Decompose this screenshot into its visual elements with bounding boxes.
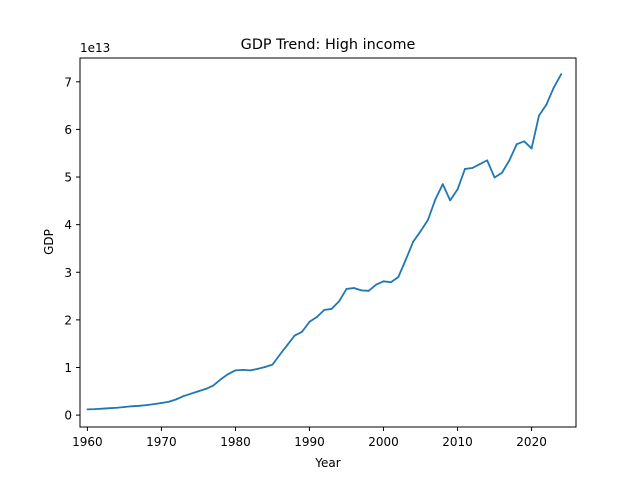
data-point <box>316 316 318 318</box>
data-point <box>441 183 444 186</box>
data-point <box>478 163 481 166</box>
y-tick-label: 3 <box>64 266 72 280</box>
data-point <box>345 288 348 290</box>
y-tick-label: 5 <box>64 171 72 185</box>
data-point <box>456 188 459 191</box>
x-tick-label: 1960 <box>72 435 103 449</box>
x-axis-label: Year <box>314 456 340 470</box>
data-point <box>427 218 429 221</box>
data-point <box>160 402 163 404</box>
data-point <box>404 258 407 261</box>
data-point <box>116 406 118 409</box>
data-point <box>552 86 555 89</box>
data-point <box>538 114 540 117</box>
chart-title: GDP Trend: High income <box>241 37 416 53</box>
data-point <box>323 308 326 311</box>
data-point <box>397 276 400 278</box>
data-point <box>227 373 229 376</box>
data-point <box>360 289 363 292</box>
data-point <box>204 388 207 390</box>
data-point <box>241 368 244 371</box>
data-point <box>212 384 215 387</box>
data-point <box>219 378 222 381</box>
data-point <box>338 300 340 303</box>
data-point <box>175 398 178 401</box>
data-point <box>367 289 370 292</box>
data-point <box>515 143 518 146</box>
data-point <box>353 287 355 289</box>
data-point <box>286 344 289 347</box>
x-tick-label: 2000 <box>368 435 399 449</box>
data-point <box>382 280 385 283</box>
data-point <box>493 176 496 179</box>
x-axis: 1960 1970 1980 1990 2000 2010 2020 <box>72 427 547 449</box>
y-tick-label: 2 <box>64 313 72 327</box>
data-point <box>501 171 503 174</box>
series-layer <box>86 73 563 411</box>
data-point <box>256 368 259 370</box>
data-point <box>130 405 133 408</box>
data-point <box>145 404 148 406</box>
data-point <box>182 395 185 397</box>
data-point <box>293 334 296 337</box>
data-point <box>93 408 96 411</box>
data-point <box>190 392 192 395</box>
plot-frame <box>79 57 577 428</box>
data-point <box>264 366 266 368</box>
data-point <box>108 407 111 410</box>
data-point <box>412 240 415 243</box>
y-tick-label: 4 <box>64 218 72 232</box>
data-point <box>530 147 533 150</box>
data-point <box>434 198 437 201</box>
y-tick-label: 0 <box>64 409 72 423</box>
data-point <box>234 369 237 372</box>
x-tick-label: 1980 <box>220 435 251 449</box>
data-point <box>278 353 281 356</box>
data-point <box>464 168 466 170</box>
data-point <box>153 403 155 406</box>
data-point <box>123 406 126 408</box>
data-point <box>138 404 141 407</box>
y-axis-label: GDP <box>42 229 56 255</box>
data-point <box>471 167 474 169</box>
data-point <box>86 408 89 411</box>
y-axis: 0 1 2 3 4 5 6 7 <box>64 75 80 423</box>
data-point <box>508 159 511 162</box>
data-point <box>375 283 378 286</box>
data-point <box>419 230 422 233</box>
data-point <box>249 369 252 372</box>
data-point <box>167 400 170 403</box>
y-tick-label: 7 <box>64 75 72 89</box>
y-scale-label: 1e13 <box>80 41 110 55</box>
data-point <box>271 363 274 366</box>
data-point <box>560 73 563 76</box>
y-tick-label: 6 <box>64 123 72 137</box>
data-point <box>330 308 333 310</box>
data-point <box>545 103 548 106</box>
data-point <box>449 199 452 202</box>
data-point <box>523 140 526 143</box>
data-point <box>390 281 392 284</box>
y-tick-label: 1 <box>64 361 72 375</box>
data-point <box>308 320 311 323</box>
data-point <box>486 159 489 162</box>
data-point <box>197 390 200 393</box>
x-tick-label: 1990 <box>294 435 325 449</box>
series-line <box>87 73 562 411</box>
x-tick-label: 2010 <box>442 435 473 449</box>
data-point <box>301 330 303 333</box>
x-tick-label: 2020 <box>516 435 547 449</box>
data-point <box>101 407 104 410</box>
x-tick-label: 1970 <box>146 435 177 449</box>
